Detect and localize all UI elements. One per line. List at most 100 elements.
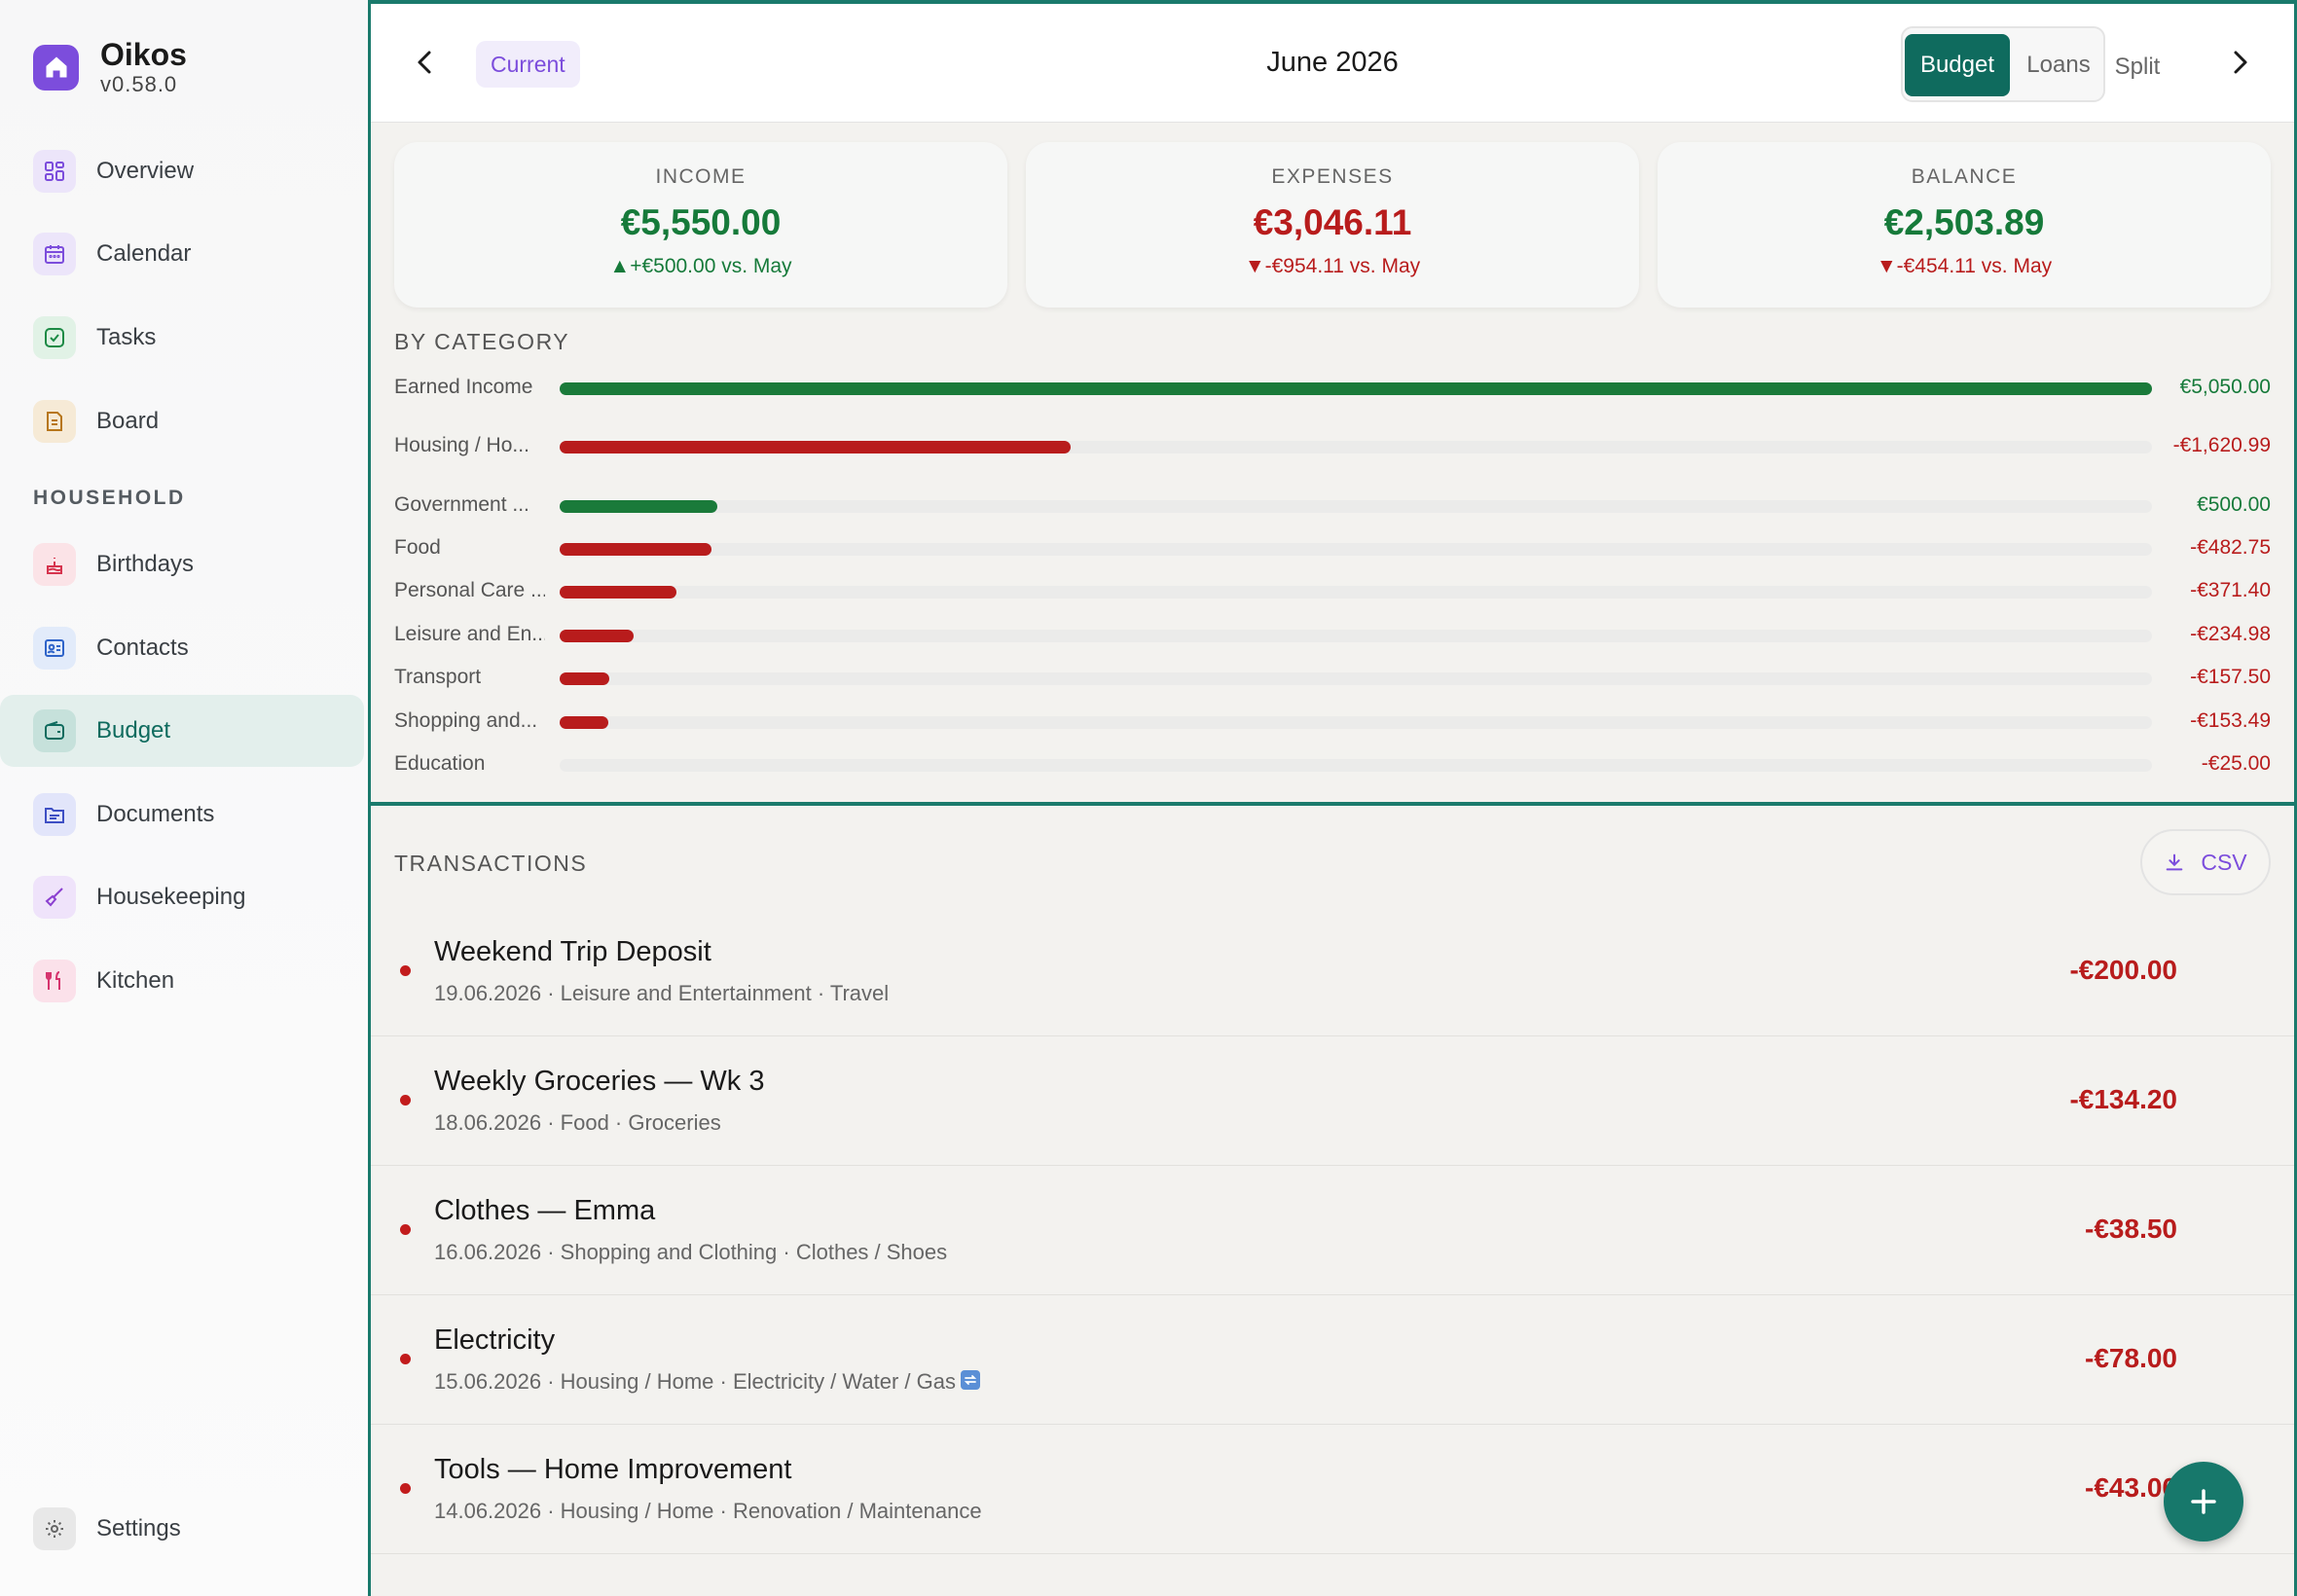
category-name: Education bbox=[394, 752, 486, 775]
app-name: Oikos bbox=[100, 37, 187, 72]
app-version: v0.58.0 bbox=[100, 72, 178, 96]
gear-icon bbox=[33, 1507, 76, 1550]
category-bar-track bbox=[560, 441, 2152, 453]
card-label: INCOME bbox=[655, 165, 747, 188]
current-month-button[interactable]: Current bbox=[476, 41, 580, 88]
category-bar bbox=[560, 586, 676, 598]
category-heading: BY CATEGORY bbox=[394, 329, 570, 354]
wallet-icon bbox=[33, 709, 76, 752]
category-bar bbox=[560, 500, 717, 513]
checkbox-icon bbox=[33, 316, 76, 359]
category-bar bbox=[560, 716, 608, 729]
nav-item-settings[interactable]: Settings bbox=[0, 1493, 364, 1565]
nav-item-budget[interactable]: Budget bbox=[0, 695, 364, 767]
transaction-title: Electricity bbox=[434, 1324, 556, 1356]
category-row: Shopping and... -€153.49 bbox=[371, 707, 2294, 737]
nav-item-kitchen[interactable]: Kitchen bbox=[0, 945, 364, 1017]
tab-loans[interactable]: Loans bbox=[2026, 52, 2091, 78]
transaction-amount: -€134.20 bbox=[2069, 1084, 2177, 1114]
nav-item-board[interactable]: Board bbox=[0, 385, 364, 457]
nav-label: Documents bbox=[96, 801, 215, 827]
tab-split[interactable]: Split bbox=[2114, 54, 2161, 80]
category-row: Education -€25.00 bbox=[371, 750, 2294, 780]
plus-icon bbox=[2191, 1489, 2216, 1514]
chevron-left-icon[interactable] bbox=[406, 43, 445, 82]
transaction-row[interactable]: Weekend Trip Deposit 19.06.2026 · Leisure… bbox=[371, 907, 2294, 1036]
card-label: BALANCE bbox=[1911, 165, 2018, 188]
transaction-amount: -€43.00 bbox=[2085, 1472, 2177, 1503]
category-amount: -€157.50 bbox=[2190, 666, 2271, 688]
nav-item-tasks[interactable]: Tasks bbox=[0, 302, 364, 374]
csv-label: CSV bbox=[2201, 849, 2247, 875]
cake-icon bbox=[33, 543, 76, 586]
category-row: Food -€482.75 bbox=[371, 534, 2294, 563]
category-bar-track bbox=[560, 630, 2152, 642]
home-logo-icon bbox=[33, 44, 79, 91]
transaction-amount: -€200.00 bbox=[2069, 955, 2177, 985]
category-bar-track bbox=[560, 716, 2152, 729]
transaction-meta-text: 19.06.2026 · Leisure and Entertainment ·… bbox=[434, 981, 890, 1005]
category-amount: €500.00 bbox=[2197, 493, 2271, 516]
category-amount: -€1,620.99 bbox=[2172, 434, 2271, 456]
nav-item-housekeeping[interactable]: Housekeeping bbox=[0, 861, 364, 933]
transaction-row[interactable]: Tools — Home Improvement 14.06.2026 · Hou… bbox=[371, 1425, 2294, 1554]
category-bar bbox=[560, 543, 711, 556]
nav-item-documents[interactable]: Documents bbox=[0, 779, 364, 851]
section-divider bbox=[371, 802, 2294, 806]
category-name: Transport bbox=[394, 666, 482, 688]
category-amount: -€153.49 bbox=[2190, 709, 2271, 732]
expense-dot-icon bbox=[400, 1354, 411, 1364]
transaction-title: Clothes — Emma bbox=[434, 1195, 656, 1226]
brush-icon bbox=[33, 876, 76, 919]
category-name: Earned Income bbox=[394, 376, 533, 398]
csv-export-button[interactable]: CSV bbox=[2140, 829, 2271, 895]
expenses-value: €3,046.11 bbox=[1253, 202, 1412, 242]
tab-budget[interactable]: Budget bbox=[1905, 34, 2010, 96]
transaction-row[interactable]: Clothes — Emma 16.06.2026 · Shopping and … bbox=[371, 1166, 2294, 1295]
expense-dot-icon bbox=[400, 1483, 411, 1494]
category-amount: -€482.75 bbox=[2190, 536, 2271, 559]
category-bar-track bbox=[560, 586, 2152, 598]
folder-icon bbox=[33, 793, 76, 836]
transaction-meta-text: 16.06.2026 · Shopping and Clothing · Clo… bbox=[434, 1240, 948, 1264]
month-title: June 2026 bbox=[1266, 47, 1399, 78]
transaction-title: Tools — Home Improvement bbox=[434, 1454, 792, 1485]
nav-label: Calendar bbox=[96, 240, 192, 267]
nav-label: Tasks bbox=[96, 324, 157, 350]
contact-card-icon bbox=[33, 627, 76, 670]
nav-label: Kitchen bbox=[96, 967, 175, 994]
category-bar-track bbox=[560, 500, 2152, 513]
transaction-meta-text: 14.06.2026 · Housing / Home · Renovation… bbox=[434, 1499, 982, 1523]
income-value: €5,550.00 bbox=[620, 202, 782, 242]
category-bar bbox=[560, 672, 609, 685]
nav-item-overview[interactable]: Overview bbox=[0, 135, 364, 207]
category-row: Government ... €500.00 bbox=[371, 491, 2294, 521]
transaction-meta: 18.06.2026 · Food · Groceries bbox=[434, 1110, 721, 1136]
expense-dot-icon bbox=[400, 965, 411, 976]
nav-item-contacts[interactable]: Contacts bbox=[0, 612, 364, 684]
transactions-heading: TRANSACTIONS bbox=[394, 851, 588, 876]
category-row: Earned Income €5,050.00 bbox=[371, 374, 2294, 403]
nav-item-calendar[interactable]: Calendar bbox=[0, 218, 364, 290]
transaction-row[interactable]: Weekly Groceries — Wk 3 18.06.2026 · Food… bbox=[371, 1036, 2294, 1166]
nav-label: Contacts bbox=[96, 635, 189, 661]
transaction-row[interactable]: Electricity 15.06.2026 · Housing / Home ·… bbox=[371, 1295, 2294, 1425]
balance-card: BALANCE €2,503.89 ▼-€454.11 vs. May bbox=[1658, 142, 2271, 308]
add-transaction-button[interactable] bbox=[2164, 1462, 2243, 1542]
download-icon bbox=[2167, 853, 2183, 871]
transaction-meta: 16.06.2026 · Shopping and Clothing · Clo… bbox=[434, 1240, 947, 1265]
category-bar bbox=[560, 630, 634, 642]
calendar-icon bbox=[33, 233, 76, 275]
balance-delta: ▼-€454.11 vs. May bbox=[1876, 255, 2053, 277]
expenses-card: EXPENSES €3,046.11 ▼-€954.11 vs. May bbox=[1026, 142, 1639, 308]
category-name: Housing / Ho... bbox=[394, 434, 529, 456]
recurring-icon bbox=[960, 1369, 981, 1396]
chevron-right-icon[interactable] bbox=[2220, 43, 2259, 82]
nav-item-birthdays[interactable]: Birthdays bbox=[0, 528, 364, 600]
nav-label: Birthdays bbox=[96, 551, 195, 577]
category-bar-track bbox=[560, 759, 2152, 772]
category-amount: -€371.40 bbox=[2190, 579, 2271, 601]
income-delta: ▲+€500.00 vs. May bbox=[609, 255, 792, 277]
brand[interactable]: Oikos v0.58.0 bbox=[33, 37, 187, 97]
category-row: Housing / Ho... -€1,620.99 bbox=[371, 432, 2294, 461]
